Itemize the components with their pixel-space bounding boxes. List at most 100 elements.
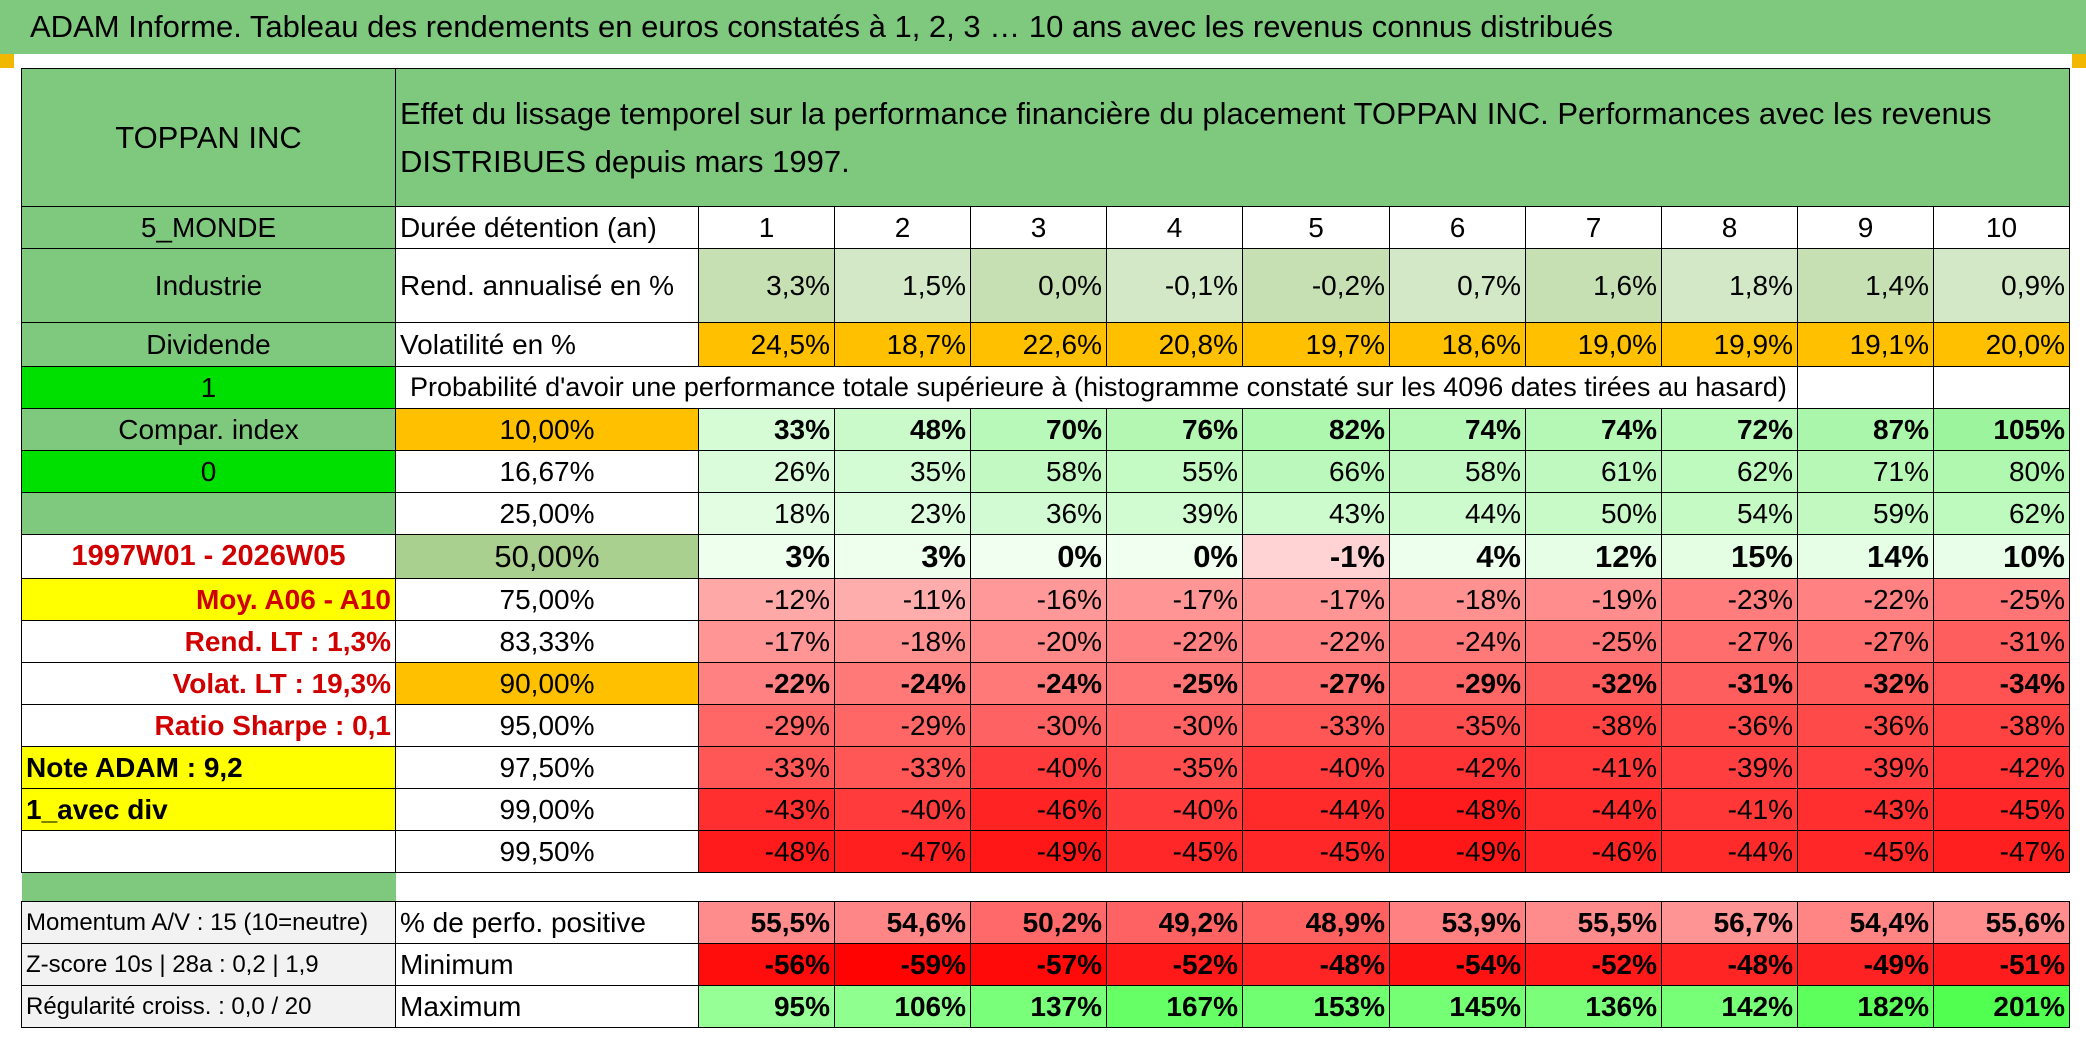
quantile-value: 4% <box>1389 534 1526 579</box>
summary-value: -51% <box>1933 943 2070 986</box>
summary-value: 95% <box>698 985 835 1028</box>
vol-label: Volatilité en % <box>395 322 699 367</box>
volat-lt-label: Volat. LT : 19,3% <box>21 662 396 705</box>
note-adam: Note ADAM : 9,2 <box>21 746 396 789</box>
volatility: 19,1% <box>1797 322 1934 367</box>
quantile-value: -11% <box>834 578 971 621</box>
quantile-value: -46% <box>970 788 1107 831</box>
quantile-value: 3% <box>698 534 835 579</box>
quantile-value: 50% <box>1525 492 1662 535</box>
quantile-value: -49% <box>970 830 1107 873</box>
quantile-value: -40% <box>1242 746 1390 789</box>
period-label: 1997W01 - 2026W05 <box>21 534 396 579</box>
summary-value: -57% <box>970 943 1107 986</box>
annualized-return: 3,3% <box>698 248 835 323</box>
quantile-label: 99,50% <box>395 830 699 873</box>
quantile-value: -42% <box>1933 746 2070 789</box>
quantile-value: 0% <box>970 534 1107 579</box>
summary-value: -49% <box>1797 943 1934 986</box>
flag-one: 1 <box>21 366 396 409</box>
quantile-value: 15% <box>1661 534 1798 579</box>
div-type-label: Dividende <box>21 322 396 367</box>
quantile-value: 71% <box>1797 450 1934 493</box>
quantile-label: 95,00% <box>395 704 699 747</box>
year-header: 2 <box>834 206 971 249</box>
summary-row: Régularité croiss. : 0,0 / 20 Maximum 95% 1… <box>21 985 2070 1028</box>
quantile-value: -33% <box>834 746 971 789</box>
summary-row: Z-score 10s | 28a : 0,2 | 1,9 Minimum -56%… <box>21 943 2070 986</box>
quantile-value: -32% <box>1797 662 1934 705</box>
quantile-value: -31% <box>1661 662 1798 705</box>
quantile-value: -22% <box>698 662 835 705</box>
quantile-value: 70% <box>970 408 1107 451</box>
empty-cell <box>1933 366 2070 409</box>
summary-value: 55,6% <box>1933 901 2070 944</box>
annualized-return: 1,5% <box>834 248 971 323</box>
summary-left-label: Momentum A/V : 15 (10=neutre) <box>21 901 396 944</box>
quantile-value: 10% <box>1933 534 2070 579</box>
quantile-value: 62% <box>1933 492 2070 535</box>
summary-label: Minimum <box>395 943 699 986</box>
company-name: TOPPAN INC <box>21 68 396 207</box>
volatility: 18,7% <box>834 322 971 367</box>
summary-value: 49,2% <box>1106 901 1243 944</box>
summary-left-label: Z-score 10s | 28a : 0,2 | 1,9 <box>21 943 396 986</box>
quantile-row: Volat. LT : 19,3% 90,00% -22% -24% -24% -25% -… <box>21 662 2070 705</box>
quantile-value: 39% <box>1106 492 1243 535</box>
summary-value: 145% <box>1389 985 1526 1028</box>
quantile-label: 99,00% <box>395 788 699 831</box>
quantile-value: -30% <box>970 704 1107 747</box>
quantile-label: 75,00% <box>395 578 699 621</box>
quantile-value: 0% <box>1106 534 1243 579</box>
quantile-value: -18% <box>1389 578 1526 621</box>
quantile-value: -42% <box>1389 746 1526 789</box>
compar-index-label: Compar. index <box>21 408 396 451</box>
quantile-value: -17% <box>1106 578 1243 621</box>
quantile-value: -49% <box>1389 830 1526 873</box>
annualized-return: -0,1% <box>1106 248 1243 323</box>
quantile-label: 25,00% <box>395 492 699 535</box>
summary-left-label: Régularité croiss. : 0,0 / 20 <box>21 985 396 1028</box>
summary-value: 142% <box>1661 985 1798 1028</box>
quantile-value: -48% <box>1389 788 1526 831</box>
quantile-value: 74% <box>1525 408 1662 451</box>
quantile-label: 16,67% <box>395 450 699 493</box>
quantile-value: 105% <box>1933 408 2070 451</box>
quantile-value: -20% <box>970 620 1107 663</box>
quantile-row: Compar. index 10,00% 33% 48% 70% 76% 82% 74% 74%… <box>21 408 2070 451</box>
quantile-value: -39% <box>1661 746 1798 789</box>
avec-div-label: 1_avec div <box>21 788 396 831</box>
summary-value: 56,7% <box>1661 901 1798 944</box>
quantile-value: 33% <box>698 408 835 451</box>
empty-green-cell <box>21 492 396 535</box>
quantile-value: -41% <box>1525 746 1662 789</box>
summary-value: -52% <box>1106 943 1243 986</box>
quantile-value: -33% <box>698 746 835 789</box>
quantile-value: -45% <box>1242 830 1390 873</box>
quantile-value: -30% <box>1106 704 1243 747</box>
quantile-value: -27% <box>1797 620 1934 663</box>
quantile-value: 76% <box>1106 408 1243 451</box>
quantile-value: -43% <box>698 788 835 831</box>
annualized-return: 0,9% <box>1933 248 2070 323</box>
quantile-value: -47% <box>834 830 971 873</box>
quantile-value: 44% <box>1389 492 1526 535</box>
quantile-value: -38% <box>1933 704 2070 747</box>
summary-value: 182% <box>1797 985 1934 1028</box>
quantile-label: 97,50% <box>395 746 699 789</box>
summary-value: -48% <box>1661 943 1798 986</box>
quantile-value: 59% <box>1797 492 1934 535</box>
volatility: 24,5% <box>698 322 835 367</box>
quantile-value: 82% <box>1242 408 1390 451</box>
quantile-label: 83,33% <box>395 620 699 663</box>
quantile-value: 55% <box>1106 450 1243 493</box>
summary-value: 54,6% <box>834 901 971 944</box>
quantile-value: 23% <box>834 492 971 535</box>
quantile-value: -36% <box>1661 704 1798 747</box>
summary-value: 153% <box>1242 985 1390 1028</box>
region-label: 5_MONDE <box>21 206 396 249</box>
summary-value: 54,4% <box>1797 901 1934 944</box>
summary-value: 55,5% <box>1525 901 1662 944</box>
quantile-value: 80% <box>1933 450 2070 493</box>
description: Effet du lissage temporel sur la perform… <box>395 68 2070 207</box>
